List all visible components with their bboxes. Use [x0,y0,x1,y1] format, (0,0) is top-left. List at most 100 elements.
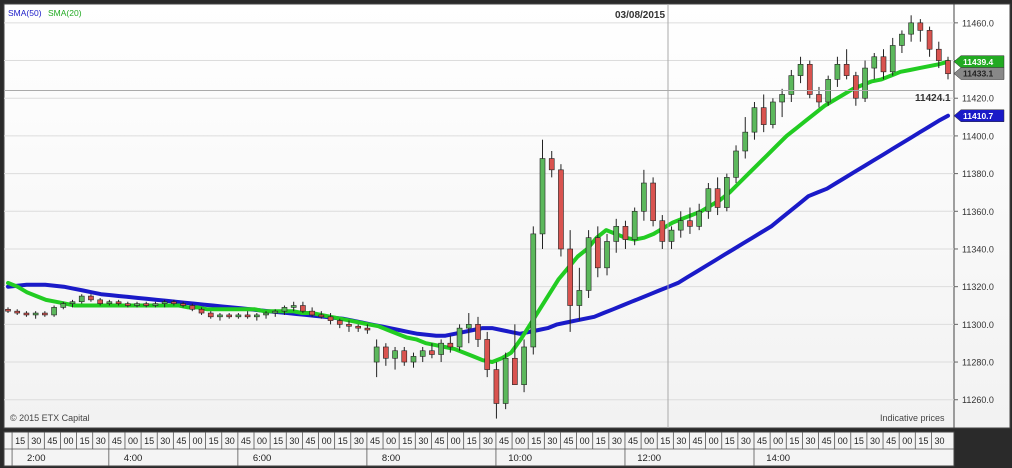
candle [124,301,131,308]
x-minor-tick-label: 45 [822,436,832,446]
candle-body [263,312,269,316]
candle-body [871,56,878,69]
candle-body [152,303,159,306]
x-minor-tick-label: 30 [96,436,106,446]
candle-body [917,22,924,31]
candle-body [88,295,94,301]
x-minor-tick-label: 15 [273,436,283,446]
y-tick-label: 11360.0 [962,207,994,217]
candle-body [604,241,610,269]
candle [899,30,905,53]
candle-body [23,312,30,316]
copyright-label: © 2015 ETX Capital [10,413,90,423]
candle-body [512,357,518,385]
candle [300,301,306,314]
candle-body [779,94,785,103]
candle-body [475,324,481,340]
candle-body [290,305,297,308]
candle [5,307,11,314]
candle-body [217,314,223,318]
candle-body [843,64,850,76]
x-minor-tick-label: 45 [886,436,896,446]
x-minor-tick-label: 45 [757,436,767,446]
candle [97,297,103,306]
candle [935,41,942,69]
candle [889,37,896,76]
candle [834,56,841,87]
candle [696,203,702,231]
x-minor-tick-label: 30 [676,436,686,446]
x-minor-tick-label: 15 [789,436,799,446]
x-minor-tick-label: 15 [660,436,670,446]
candle-body [926,30,933,50]
candle-body [447,342,454,348]
x-minor-tick-label: 15 [80,436,90,446]
x-minor-tick-label: 15 [725,436,735,446]
x-minor-tick-label: 30 [612,436,622,446]
candle [290,301,297,312]
candle-body [631,210,638,240]
x-minor-tick-label: 45 [370,436,380,446]
x-minor-tick-label: 30 [418,436,428,446]
candle [318,311,325,319]
x-minor-tick-label: 00 [322,436,332,446]
candle-body [69,301,76,304]
candle [272,309,279,317]
x-minor-tick-label: 30 [547,436,557,446]
candle-body [806,64,813,95]
candle [548,150,555,178]
candle [392,346,398,370]
candle-body [705,188,712,212]
candle [189,303,196,312]
x-minor-tick-label: 30 [289,436,299,446]
x-minor-tick-label: 15 [467,436,477,446]
candle-body [355,325,362,329]
candle-body [207,312,214,318]
x-major-tick-label: 14:00 [766,453,790,464]
candle [622,220,629,249]
candle [23,311,30,317]
candle [171,299,177,306]
candle [143,301,150,308]
candle-body [171,301,177,304]
candle [106,299,113,306]
candle [733,145,739,184]
candle-body [106,301,113,304]
candle [613,218,620,253]
candle-body [51,307,57,316]
x-minor-tick-label: 15 [144,436,154,446]
candle-body [558,169,564,250]
candle-body [641,182,647,212]
candle-body [576,290,583,306]
candle-body [862,67,868,99]
candle-body [419,350,426,357]
candle [641,169,647,221]
candle [419,346,426,363]
y-tick-label: 11300.0 [962,320,994,330]
x-minor-tick-label: 00 [773,436,783,446]
candle-body [834,64,841,80]
candle [180,301,186,308]
candle [14,309,21,315]
candle [51,305,57,317]
price-tag: 11410.7 [953,109,1005,122]
x-minor-tick-label: 45 [305,436,315,446]
candle-body [751,107,758,133]
candle [134,301,140,308]
candle [465,313,472,344]
candle-body [373,346,380,363]
candle-body [594,237,601,269]
price-tag-box [953,67,1005,80]
candle [926,26,933,57]
candle [263,311,269,319]
x-minor-tick-label: 15 [209,436,219,446]
candle [484,331,491,378]
candle [724,173,730,212]
x-minor-tick-label: 00 [838,436,848,446]
price-tag-label: 11439.4 [963,57,994,67]
x-minor-tick-label: 30 [354,436,364,446]
x-minor-tick-label: 00 [64,436,74,446]
candle [705,183,712,219]
y-tick-label: 11460.0 [962,18,994,28]
